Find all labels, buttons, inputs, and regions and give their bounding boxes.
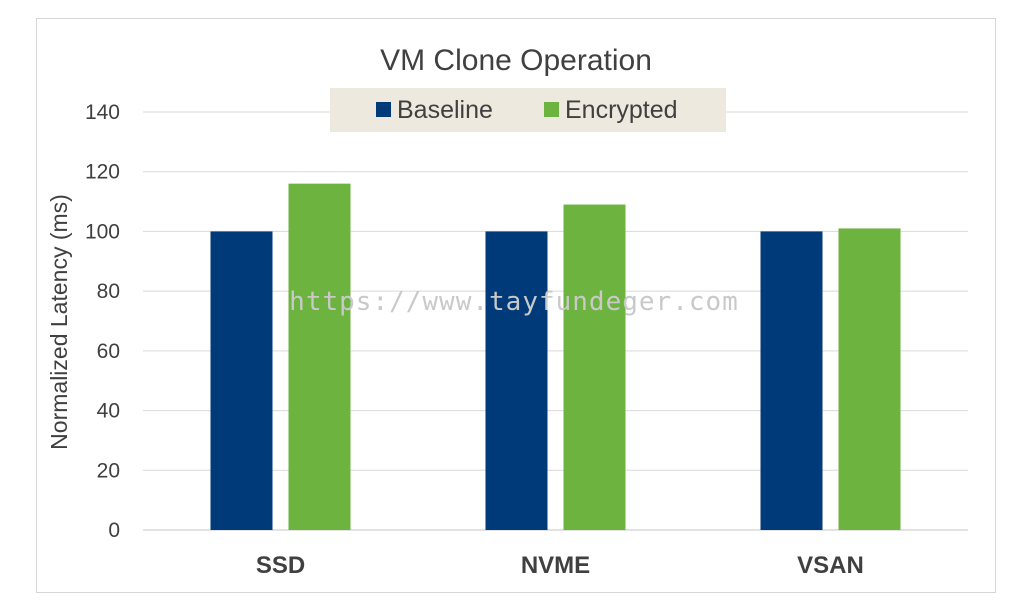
x-axis-categories: SSD NVME VSAN	[256, 552, 864, 579]
bar-baseline-vsan	[760, 231, 823, 530]
y-tick-label: 120	[85, 161, 120, 184]
bar-encrypted-vsan	[838, 228, 901, 530]
x-category-label: VSAN	[797, 552, 864, 579]
bar-baseline-nvme	[485, 231, 548, 530]
legend-label-baseline: Baseline	[397, 96, 493, 124]
y-axis-ticks: 0 20 40 60 80 100 120 140	[85, 101, 120, 542]
legend-label-encrypted: Encrypted	[565, 96, 678, 124]
legend-swatch-baseline	[376, 102, 391, 117]
y-tick-label: 80	[97, 280, 120, 303]
bar-encrypted-ssd	[288, 183, 351, 530]
bars	[210, 183, 901, 531]
y-tick-label: 60	[97, 340, 120, 363]
chart-title: VM Clone Operation	[380, 44, 652, 77]
bar-baseline-ssd	[210, 231, 273, 530]
x-category-label: SSD	[256, 552, 305, 579]
legend-background	[330, 88, 726, 132]
gridlines	[143, 111, 968, 531]
y-tick-label: 20	[97, 459, 120, 482]
x-category-label: NVME	[521, 552, 590, 579]
legend: Baseline Encrypted	[330, 88, 726, 132]
y-tick-label: 140	[85, 101, 120, 124]
bar-encrypted-nvme	[563, 204, 626, 531]
watermark: https://www.tayfundeger.com	[289, 287, 739, 317]
y-axis-label: Normalized Latency (ms)	[46, 194, 72, 450]
y-tick-label: 40	[97, 400, 120, 423]
y-tick-label: 100	[85, 220, 120, 243]
y-tick-label: 0	[108, 519, 120, 542]
legend-swatch-encrypted	[544, 102, 559, 117]
